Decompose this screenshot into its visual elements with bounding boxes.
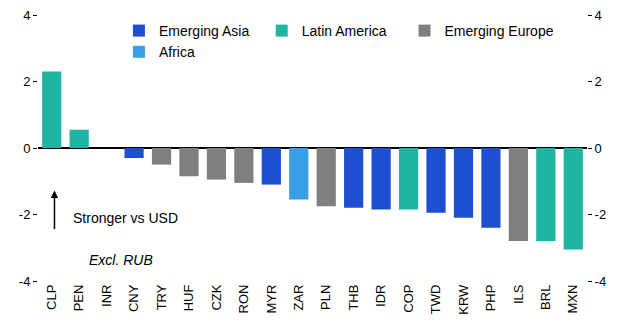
svg-text:TWD: TWD <box>428 285 443 315</box>
svg-text:THB: THB <box>346 285 361 311</box>
svg-text:Excl. RUB: Excl. RUB <box>89 252 153 268</box>
svg-text:0: 0 <box>23 141 30 156</box>
svg-text:Emerging Europe: Emerging Europe <box>445 23 553 39</box>
svg-text:Africa: Africa <box>159 44 195 60</box>
svg-text:IDR: IDR <box>373 285 388 307</box>
svg-text:MXN: MXN <box>566 285 581 314</box>
svg-text:CNY: CNY <box>126 284 141 312</box>
svg-text:INR: INR <box>99 285 114 307</box>
svg-text:ZAR: ZAR <box>291 285 306 311</box>
svg-text:PLN: PLN <box>318 285 333 310</box>
svg-text:4: 4 <box>23 8 30 23</box>
svg-text:2: 2 <box>23 74 30 89</box>
svg-text:COP: COP <box>401 285 416 313</box>
svg-text:Latin America: Latin America <box>302 23 387 39</box>
svg-text:0: 0 <box>595 141 602 156</box>
svg-text:-4: -4 <box>595 274 607 289</box>
svg-text:ILS: ILS <box>511 284 526 304</box>
svg-text:CLP: CLP <box>44 285 59 310</box>
svg-text:PHP: PHP <box>483 285 498 312</box>
svg-text:RON: RON <box>236 285 251 314</box>
svg-text:2: 2 <box>595 74 602 89</box>
svg-text:BRL: BRL <box>538 285 553 310</box>
svg-text:HUF: HUF <box>181 285 196 312</box>
svg-text:-4: -4 <box>19 274 31 289</box>
svg-text:-2: -2 <box>19 207 31 222</box>
svg-text:PEN: PEN <box>71 285 86 312</box>
svg-text:MYR: MYR <box>264 285 279 314</box>
svg-text:TRY: TRY <box>154 284 169 310</box>
svg-text:Stronger vs USD: Stronger vs USD <box>73 210 178 226</box>
svg-text:KRW: KRW <box>456 284 471 315</box>
svg-text:Emerging Asia: Emerging Asia <box>159 23 249 39</box>
svg-text:CZK: CZK <box>209 284 224 310</box>
svg-text:4: 4 <box>595 8 602 23</box>
svg-text:-2: -2 <box>595 207 607 222</box>
